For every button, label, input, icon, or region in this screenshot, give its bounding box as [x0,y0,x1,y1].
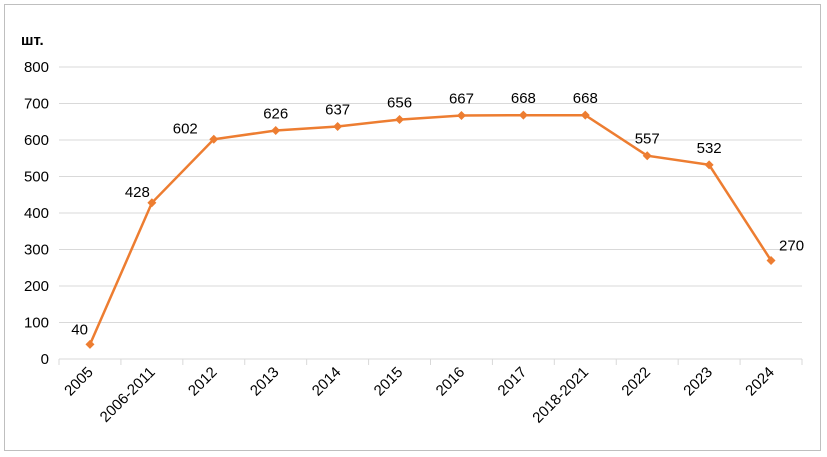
y-tick-label: 700 [24,96,49,113]
y-tick-label: 100 [24,315,49,332]
y-tick-label: 600 [24,132,49,149]
x-tick-label: 2024 [742,364,778,400]
x-tick-label: 2006-2011 [97,364,159,426]
data-label: 626 [263,106,288,123]
x-axis-ticks: 2005 2006-2011 2012 2013 2014 2015 2016 2017 201… [61,364,778,427]
data-label: 270 [779,237,804,254]
data-point [518,110,528,120]
gridlines [59,66,802,323]
data-point [704,160,714,170]
data-label: 668 [573,90,598,107]
x-tick-label: 2022 [618,364,654,400]
x-tick-label: 2023 [680,364,716,400]
x-tick-label: 2016 [433,364,469,400]
y-tick-label: 800 [24,59,49,76]
x-tick-label: 2012 [185,364,221,400]
x-tick-label: 2005 [61,364,97,400]
x-tick-label: 2014 [309,364,345,400]
x-tick-label: 2017 [495,364,531,400]
data-label: 532 [697,140,722,157]
data-label: 428 [125,184,150,201]
data-point [147,198,157,208]
y-tick-label: 400 [24,205,49,222]
y-axis-ticks: 0 100 200 300 400 500 600 700 800 [24,59,49,368]
data-labels: 40 428 602 626 637 656 667 668 668 557 532 270 [71,90,804,338]
data-point [395,115,405,125]
x-tick-label: 2015 [371,364,407,400]
data-label: 667 [449,91,474,108]
y-tick-label: 0 [41,351,49,368]
data-point [85,339,95,349]
data-point [580,110,590,120]
data-label: 557 [635,131,660,148]
x-tick-label: 2013 [247,364,283,400]
data-label: 637 [325,101,350,118]
line-chart: шт. 0 100 200 300 400 500 600 700 800 2005 2006-2… [21,32,804,427]
y-tick-label: 500 [24,169,49,186]
data-label: 40 [71,321,88,338]
data-markers [85,110,776,349]
series-line [88,113,773,345]
x-tick-label: 2018-2021 [529,364,592,427]
y-tick-label: 300 [24,242,49,259]
unit-label: шт. [21,32,44,49]
chart-frame: шт. 0 100 200 300 400 500 600 700 800 2005 2006-2… [4,4,821,451]
y-tick-label: 200 [24,278,49,295]
data-point [766,255,776,265]
data-point [209,134,219,144]
data-point [333,121,343,131]
data-point [271,126,281,136]
x-axis [58,358,803,365]
data-label: 668 [511,90,536,107]
data-label: 656 [387,95,412,112]
data-point [456,111,466,121]
data-label: 602 [173,120,198,137]
data-point [642,151,652,161]
